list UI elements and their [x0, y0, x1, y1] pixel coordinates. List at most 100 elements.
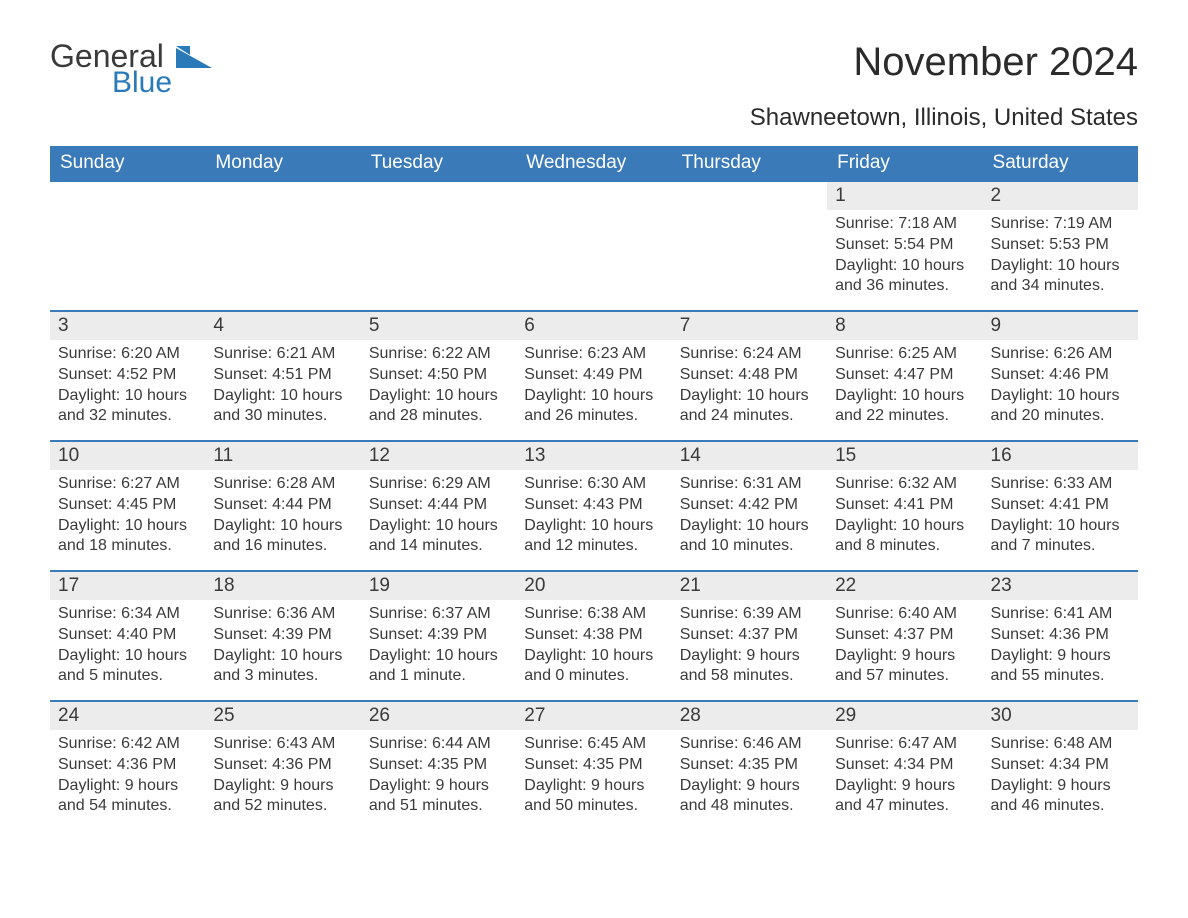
sunrise-text: Sunrise: 6:42 AM: [58, 734, 197, 755]
calendar-day-cell: 5Sunrise: 6:22 AMSunset: 4:50 PMDaylight…: [361, 311, 516, 441]
sunset-text: Sunset: 4:36 PM: [991, 625, 1130, 646]
daylight-text: Daylight: 10 hours and 3 minutes.: [213, 646, 352, 688]
day-number: 4: [205, 312, 360, 340]
calendar-day-cell: 30Sunrise: 6:48 AMSunset: 4:34 PMDayligh…: [983, 701, 1138, 831]
daylight-text: Daylight: 10 hours and 32 minutes.: [58, 386, 197, 428]
sunset-text: Sunset: 4:42 PM: [680, 495, 819, 516]
sunrise-text: Sunrise: 6:47 AM: [835, 734, 974, 755]
sunset-text: Sunset: 5:53 PM: [991, 235, 1130, 256]
sunset-text: Sunset: 4:38 PM: [524, 625, 663, 646]
day-details: Sunrise: 6:40 AMSunset: 4:37 PMDaylight:…: [827, 600, 982, 699]
sunrise-text: Sunrise: 6:38 AM: [524, 604, 663, 625]
daylight-text: Daylight: 9 hours and 58 minutes.: [680, 646, 819, 688]
sunrise-text: Sunrise: 6:33 AM: [991, 474, 1130, 495]
sunset-text: Sunset: 4:39 PM: [213, 625, 352, 646]
sunrise-text: Sunrise: 6:30 AM: [524, 474, 663, 495]
calendar-day-cell: 14Sunrise: 6:31 AMSunset: 4:42 PMDayligh…: [672, 441, 827, 571]
sunrise-text: Sunrise: 6:24 AM: [680, 344, 819, 365]
day-number: 6: [516, 312, 671, 340]
day-details: Sunrise: 6:32 AMSunset: 4:41 PMDaylight:…: [827, 470, 982, 569]
day-number: 25: [205, 702, 360, 730]
sunset-text: Sunset: 4:34 PM: [835, 755, 974, 776]
calendar-day-cell: 18Sunrise: 6:36 AMSunset: 4:39 PMDayligh…: [205, 571, 360, 701]
day-number: 30: [983, 702, 1138, 730]
day-number: 11: [205, 442, 360, 470]
day-number: 17: [50, 572, 205, 600]
calendar-table: Sunday Monday Tuesday Wednesday Thursday…: [50, 146, 1138, 831]
daylight-text: Daylight: 10 hours and 30 minutes.: [213, 386, 352, 428]
day-number: 26: [361, 702, 516, 730]
sunset-text: Sunset: 4:35 PM: [524, 755, 663, 776]
weekday-header: Monday: [205, 146, 360, 181]
calendar-day-cell: [50, 181, 205, 311]
sunrise-text: Sunrise: 6:25 AM: [835, 344, 974, 365]
day-details: Sunrise: 6:28 AMSunset: 4:44 PMDaylight:…: [205, 470, 360, 569]
daylight-text: Daylight: 10 hours and 7 minutes.: [991, 516, 1130, 558]
calendar-day-cell: 26Sunrise: 6:44 AMSunset: 4:35 PMDayligh…: [361, 701, 516, 831]
day-details: Sunrise: 6:30 AMSunset: 4:43 PMDaylight:…: [516, 470, 671, 569]
calendar-day-cell: 20Sunrise: 6:38 AMSunset: 4:38 PMDayligh…: [516, 571, 671, 701]
day-number: 5: [361, 312, 516, 340]
day-number: 14: [672, 442, 827, 470]
sunset-text: Sunset: 4:36 PM: [58, 755, 197, 776]
calendar-day-cell: 7Sunrise: 6:24 AMSunset: 4:48 PMDaylight…: [672, 311, 827, 441]
daylight-text: Daylight: 10 hours and 16 minutes.: [213, 516, 352, 558]
daylight-text: Daylight: 10 hours and 22 minutes.: [835, 386, 974, 428]
daylight-text: Daylight: 10 hours and 18 minutes.: [58, 516, 197, 558]
calendar-day-cell: 21Sunrise: 6:39 AMSunset: 4:37 PMDayligh…: [672, 571, 827, 701]
sunrise-text: Sunrise: 6:44 AM: [369, 734, 508, 755]
sunrise-text: Sunrise: 6:27 AM: [58, 474, 197, 495]
daylight-text: Daylight: 10 hours and 0 minutes.: [524, 646, 663, 688]
calendar-day-cell: 28Sunrise: 6:46 AMSunset: 4:35 PMDayligh…: [672, 701, 827, 831]
logo-word-blue: Blue: [112, 68, 172, 98]
sunset-text: Sunset: 4:39 PM: [369, 625, 508, 646]
sunrise-text: Sunrise: 6:41 AM: [991, 604, 1130, 625]
sunrise-text: Sunrise: 6:23 AM: [524, 344, 663, 365]
day-details: Sunrise: 7:19 AMSunset: 5:53 PMDaylight:…: [983, 210, 1138, 309]
calendar-day-cell: 12Sunrise: 6:29 AMSunset: 4:44 PMDayligh…: [361, 441, 516, 571]
calendar-day-cell: 25Sunrise: 6:43 AMSunset: 4:36 PMDayligh…: [205, 701, 360, 831]
sunset-text: Sunset: 4:51 PM: [213, 365, 352, 386]
calendar-week-row: 24Sunrise: 6:42 AMSunset: 4:36 PMDayligh…: [50, 701, 1138, 831]
weekday-header: Tuesday: [361, 146, 516, 181]
day-details: Sunrise: 6:48 AMSunset: 4:34 PMDaylight:…: [983, 730, 1138, 829]
daylight-text: Daylight: 10 hours and 12 minutes.: [524, 516, 663, 558]
calendar-body: 1Sunrise: 7:18 AMSunset: 5:54 PMDaylight…: [50, 181, 1138, 831]
day-details: Sunrise: 6:33 AMSunset: 4:41 PMDaylight:…: [983, 470, 1138, 569]
sunrise-text: Sunrise: 6:26 AM: [991, 344, 1130, 365]
calendar-day-cell: 23Sunrise: 6:41 AMSunset: 4:36 PMDayligh…: [983, 571, 1138, 701]
header: General Blue November 2024: [50, 40, 1138, 98]
sunrise-text: Sunrise: 6:45 AM: [524, 734, 663, 755]
day-number: 29: [827, 702, 982, 730]
day-number: 7: [672, 312, 827, 340]
calendar-day-cell: 24Sunrise: 6:42 AMSunset: 4:36 PMDayligh…: [50, 701, 205, 831]
sunrise-text: Sunrise: 6:46 AM: [680, 734, 819, 755]
sunset-text: Sunset: 4:47 PM: [835, 365, 974, 386]
day-number: 28: [672, 702, 827, 730]
weekday-header: Friday: [827, 146, 982, 181]
daylight-text: Daylight: 10 hours and 14 minutes.: [369, 516, 508, 558]
sunset-text: Sunset: 4:34 PM: [991, 755, 1130, 776]
day-details: Sunrise: 6:29 AMSunset: 4:44 PMDaylight:…: [361, 470, 516, 569]
sunset-text: Sunset: 4:37 PM: [680, 625, 819, 646]
day-number: 9: [983, 312, 1138, 340]
calendar-day-cell: [516, 181, 671, 311]
day-number: 22: [827, 572, 982, 600]
day-details: Sunrise: 6:38 AMSunset: 4:38 PMDaylight:…: [516, 600, 671, 699]
daylight-text: Daylight: 10 hours and 26 minutes.: [524, 386, 663, 428]
day-details: Sunrise: 6:34 AMSunset: 4:40 PMDaylight:…: [50, 600, 205, 699]
location-subtitle: Shawneetown, Illinois, United States: [50, 104, 1138, 132]
calendar-day-cell: 16Sunrise: 6:33 AMSunset: 4:41 PMDayligh…: [983, 441, 1138, 571]
day-number: 20: [516, 572, 671, 600]
sunrise-text: Sunrise: 6:39 AM: [680, 604, 819, 625]
sunset-text: Sunset: 4:46 PM: [991, 365, 1130, 386]
sunset-text: Sunset: 4:35 PM: [680, 755, 819, 776]
sunrise-text: Sunrise: 6:34 AM: [58, 604, 197, 625]
day-details: Sunrise: 6:39 AMSunset: 4:37 PMDaylight:…: [672, 600, 827, 699]
day-details: Sunrise: 6:43 AMSunset: 4:36 PMDaylight:…: [205, 730, 360, 829]
sunrise-text: Sunrise: 6:43 AM: [213, 734, 352, 755]
daylight-text: Daylight: 9 hours and 55 minutes.: [991, 646, 1130, 688]
day-number: 1: [827, 182, 982, 210]
calendar-day-cell: 6Sunrise: 6:23 AMSunset: 4:49 PMDaylight…: [516, 311, 671, 441]
sunset-text: Sunset: 4:48 PM: [680, 365, 819, 386]
